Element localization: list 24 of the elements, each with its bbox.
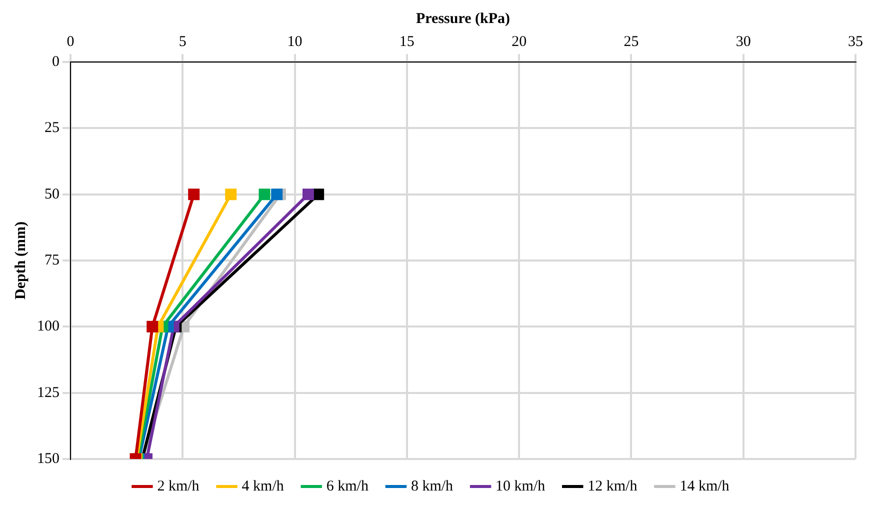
legend-label: 12 km/h — [588, 478, 638, 494]
y-tick-label: 50 — [44, 186, 60, 202]
legend-label: 10 km/h — [496, 478, 546, 494]
x-tick-label: 5 — [178, 34, 186, 50]
legend-label: 14 km/h — [680, 478, 730, 494]
y-tick-label: 75 — [44, 252, 60, 268]
y-tick-label: 0 — [52, 54, 60, 70]
y-tick-label: 25 — [44, 120, 60, 136]
y-tick-label: 100 — [37, 318, 60, 335]
x-axis-title: Pressure (kPa) — [416, 10, 510, 27]
y-axis-title: Depth (mm) — [12, 222, 29, 300]
x-tick-label: 20 — [512, 34, 527, 50]
legend-label: 6 km/h — [326, 478, 369, 494]
x-tick-label: 35 — [848, 34, 863, 50]
legend-label: 4 km/h — [242, 478, 284, 494]
x-tick-label: 10 — [287, 34, 302, 50]
y-tick-label: 125 — [37, 384, 60, 401]
x-tick-label: 15 — [399, 34, 414, 50]
x-tick-label: 0 — [66, 34, 74, 50]
y-tick-label: 150 — [37, 450, 60, 467]
legend-label: 8 km/h — [410, 478, 454, 494]
legend-label: 2 km/h — [157, 478, 200, 494]
x-tick-label: 25 — [624, 34, 639, 50]
x-tick-label: 30 — [736, 34, 751, 50]
